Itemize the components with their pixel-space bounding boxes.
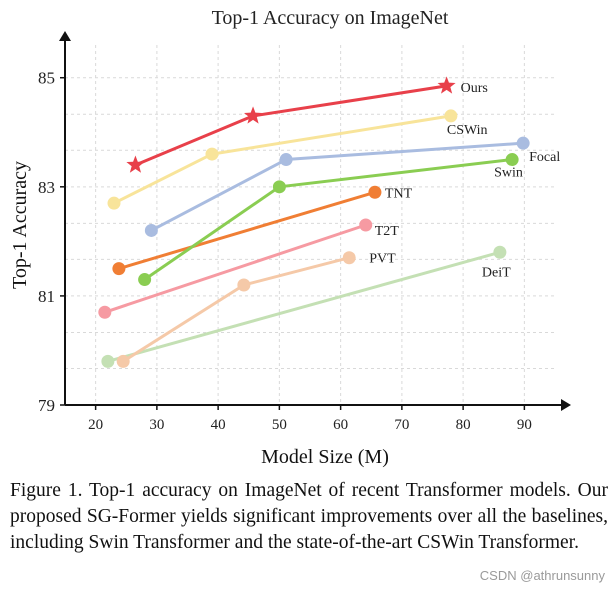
point-focal-2: [516, 136, 530, 150]
chart-title: Top-1 Accuracy on ImageNet: [212, 7, 449, 29]
point-ours-2: [437, 76, 456, 94]
point-focal-0: [144, 223, 158, 237]
point-tnt-0: [112, 262, 126, 276]
series-label-pvt: PVT: [369, 252, 396, 267]
series-line-swin: [143, 158, 513, 281]
point-pvt-2: [342, 251, 356, 265]
point-ours-1: [244, 106, 263, 124]
point-pvt-0: [116, 354, 130, 368]
series-label-cswin: CSWin: [447, 123, 488, 138]
point-t2t-1: [359, 218, 373, 232]
point-cswin-0: [107, 196, 121, 210]
series-label-deit: DeiT: [482, 265, 511, 280]
point-swin-1: [272, 180, 286, 194]
point-ours-0: [126, 155, 145, 173]
point-swin-0: [138, 273, 152, 287]
x-tick-label: 90: [517, 417, 532, 433]
point-swin-2: [505, 153, 519, 167]
point-t2t-0: [98, 305, 112, 319]
x-axis-arrow: [561, 399, 571, 411]
point-deit-1: [493, 245, 507, 259]
series-label-ours: Ours: [461, 81, 488, 96]
x-axis-label: Model Size (M): [261, 446, 389, 468]
x-tick-label: 50: [272, 417, 287, 433]
y-tick-label: 85: [38, 69, 55, 88]
x-tick-label: 80: [456, 417, 471, 433]
y-axis-label: Top-1 Accuracy: [9, 161, 31, 289]
x-tick-label: 40: [211, 417, 226, 433]
figure-caption: Figure 1. Top-1 accuracy on ImageNet of …: [10, 480, 608, 553]
watermark: CSDN @athrunsunny: [479, 568, 605, 583]
y-tick-label: 79: [38, 396, 55, 415]
x-tick-label: 70: [394, 417, 409, 433]
series-label-swin: Swin: [494, 166, 523, 181]
series-label-t2t: T2T: [375, 224, 400, 239]
accuracy-chart: Top-1 Accuracy on ImageNet 79 81 83 85 20 30 40…: [9, 7, 571, 468]
point-cswin-2: [444, 109, 458, 123]
series-label-tnt: TNT: [385, 186, 413, 201]
y-tick-label: 81: [38, 287, 55, 306]
point-cswin-1: [205, 147, 219, 161]
point-tnt-1: [368, 185, 382, 199]
x-tick-label: 20: [88, 417, 103, 433]
y-axis-arrow: [59, 31, 71, 41]
series-line-deit: [107, 250, 501, 363]
point-pvt-1: [237, 278, 251, 292]
series-label-focal: Focal: [529, 150, 560, 165]
point-focal-1: [279, 153, 293, 167]
x-tick-label: 60: [333, 417, 348, 433]
series-line-t2t: [104, 223, 367, 314]
x-tick-label: 30: [149, 417, 164, 433]
series-line-tnt: [118, 190, 376, 271]
y-tick-label: 83: [38, 178, 55, 197]
point-deit-0: [101, 354, 115, 368]
